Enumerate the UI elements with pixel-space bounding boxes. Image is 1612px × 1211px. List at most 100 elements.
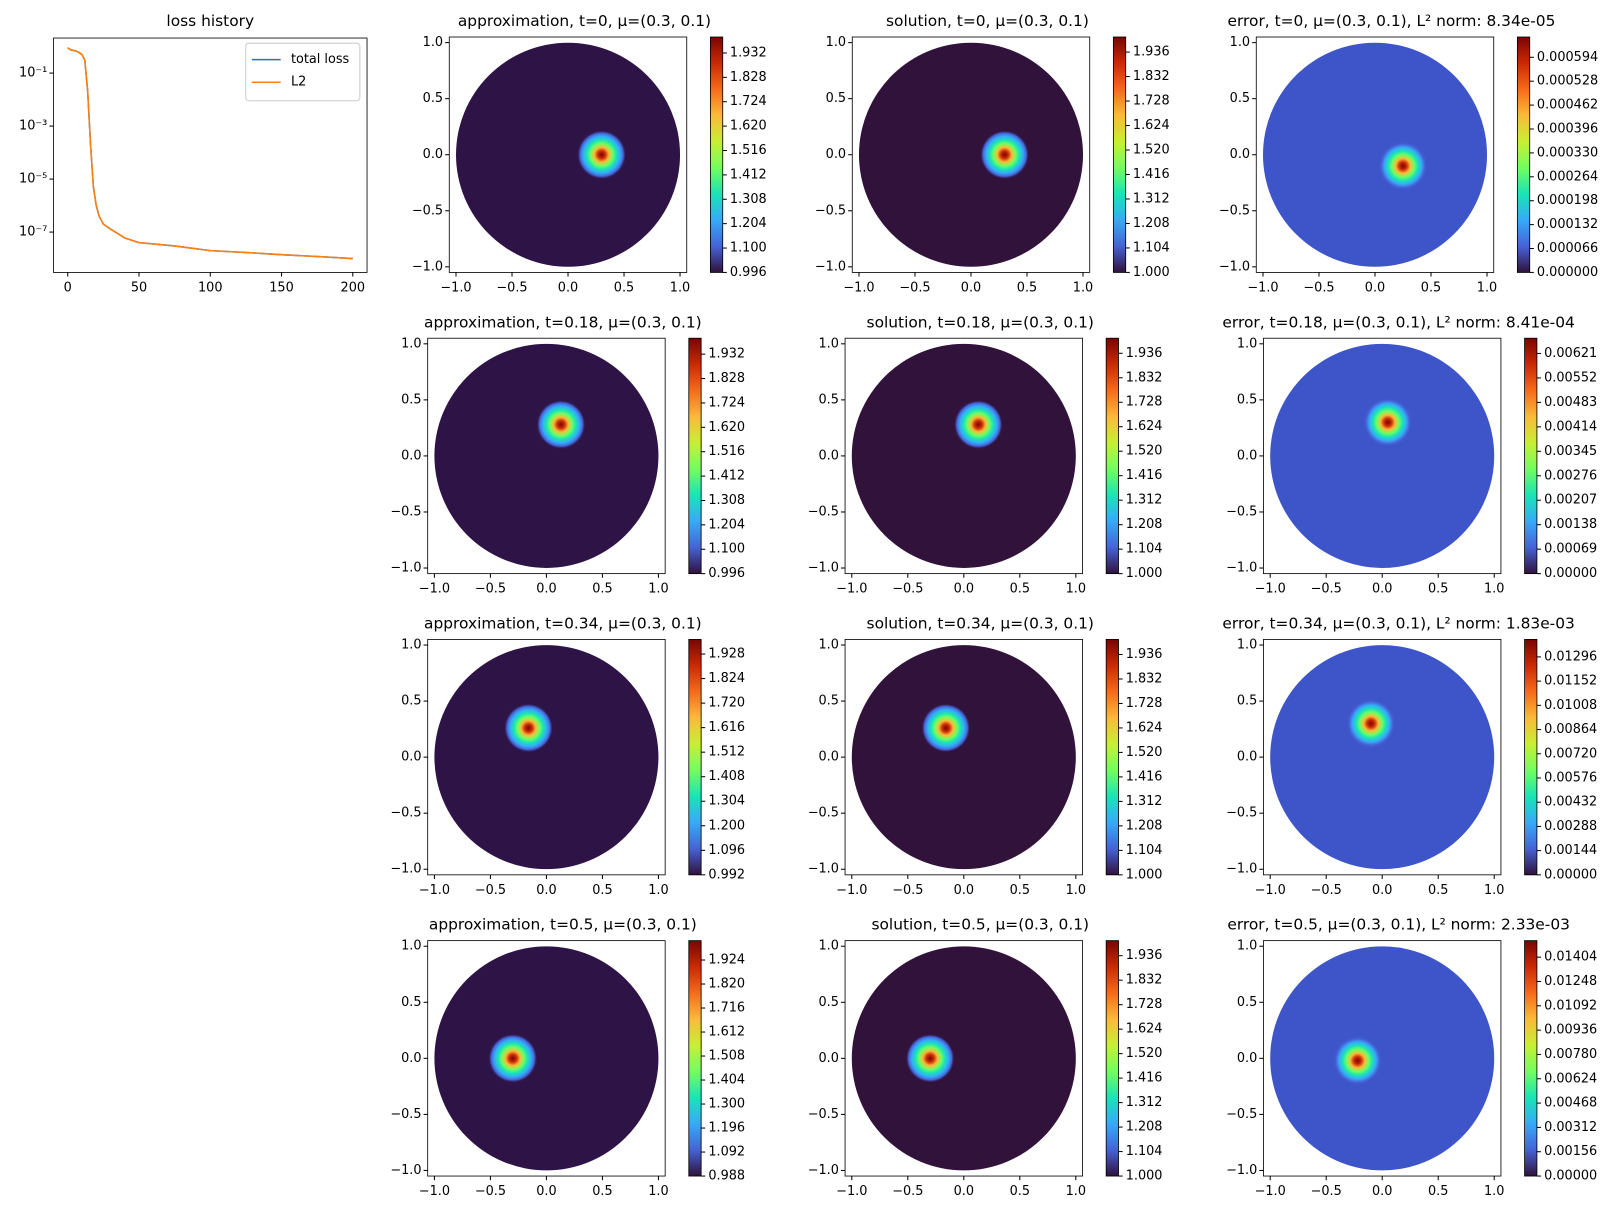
y-tick-label: 1.0 bbox=[401, 336, 421, 351]
field-peak bbox=[921, 703, 971, 753]
colorbar-tick-label: 1.404 bbox=[708, 1073, 745, 1088]
colorbar-tick-label: 1.200 bbox=[708, 818, 745, 833]
y-tick-label: 0.5 bbox=[826, 91, 846, 106]
domain-disc bbox=[1262, 42, 1488, 267]
colorbar-tick-label: 1.104 bbox=[1126, 542, 1163, 557]
y-tick-label: −1.0 bbox=[390, 862, 421, 877]
x-tick-label: −1.0 bbox=[419, 582, 450, 597]
x-tick-label: 1.0 bbox=[1484, 883, 1504, 898]
colorbar-tick-label: 1.508 bbox=[708, 1049, 745, 1064]
x-tick-label: 0.0 bbox=[1365, 280, 1385, 295]
x-tick-label: −1.0 bbox=[419, 883, 450, 898]
colorbar-tick-label: 0.992 bbox=[708, 867, 745, 882]
colorbar-tick-label: 1.624 bbox=[1126, 720, 1163, 735]
colorbar-tick-label: 0.01092 bbox=[1544, 998, 1597, 1013]
x-tick-label: 0.5 bbox=[1428, 582, 1448, 597]
y-tick-label: 0.0 bbox=[1237, 750, 1257, 765]
field-peak bbox=[905, 1033, 955, 1083]
x-tick-label: 1.0 bbox=[1484, 582, 1504, 597]
x-tick-label: −1.0 bbox=[1255, 883, 1286, 898]
x-tick-label: −0.5 bbox=[475, 1184, 506, 1199]
legend-label: L2 bbox=[291, 75, 306, 90]
x-tick-label: 1.0 bbox=[1066, 1184, 1086, 1199]
domain-disc bbox=[434, 343, 659, 568]
y-tick-label: 1.0 bbox=[826, 35, 846, 50]
colorbar-tick-label: 1.312 bbox=[1133, 191, 1170, 206]
colorbar-tick-label: 1.728 bbox=[1126, 696, 1163, 711]
x-tick-label: 0.5 bbox=[1010, 1184, 1030, 1199]
colorbar-tick-label: 1.932 bbox=[730, 45, 767, 60]
x-tick-label: −0.5 bbox=[899, 280, 930, 295]
colorbar-tick-label: 1.728 bbox=[1133, 94, 1170, 109]
panel-title: approximation, t=0.5, μ=(0.3, 0.1) bbox=[429, 916, 697, 934]
x-tick-label: 0.5 bbox=[614, 280, 634, 295]
field-peak bbox=[1363, 397, 1413, 447]
colorbar-tick-label: 0.00276 bbox=[1544, 468, 1597, 483]
colorbar-tick-label: 1.520 bbox=[1126, 1046, 1163, 1061]
x-tick-label: 1.0 bbox=[648, 883, 668, 898]
colorbar bbox=[1524, 337, 1538, 575]
y-tick-label: 1.0 bbox=[818, 939, 838, 954]
x-tick-label: 200 bbox=[341, 280, 366, 295]
y-tick-label: 1.0 bbox=[1237, 939, 1257, 954]
y-tick-label: 0.5 bbox=[818, 694, 838, 709]
domain-disc bbox=[1270, 645, 1495, 870]
colorbar-tick-label: 0.00864 bbox=[1544, 722, 1597, 737]
domain-disc bbox=[858, 42, 1084, 267]
colorbar-tick-label: 1.408 bbox=[708, 769, 745, 784]
colorbar-tick-label: 1.724 bbox=[708, 395, 745, 410]
colorbar-tick-label: 1.932 bbox=[708, 347, 745, 362]
y-tick-label: 10⁻³ bbox=[19, 119, 47, 134]
colorbar-tick-label: 1.304 bbox=[708, 794, 745, 809]
x-tick-label: 0.0 bbox=[954, 883, 974, 898]
domain-disc bbox=[1270, 343, 1495, 568]
colorbar-tick-label: 0.996 bbox=[708, 566, 745, 581]
x-tick-label: 1.0 bbox=[1484, 1184, 1504, 1199]
field-peak bbox=[1332, 1035, 1383, 1086]
colorbar-tick-label: 0.000330 bbox=[1537, 145, 1598, 160]
colorbar-tick-label: 0.00936 bbox=[1544, 1023, 1597, 1038]
x-tick-label: −0.5 bbox=[475, 883, 506, 898]
x-tick-label: −1.0 bbox=[836, 1184, 867, 1199]
colorbar-tick-label: 0.00468 bbox=[1544, 1096, 1597, 1111]
colorbar-tick-label: 0.00576 bbox=[1544, 770, 1597, 785]
legend-label: total loss bbox=[291, 52, 350, 67]
colorbar-tick-label: 1.512 bbox=[708, 745, 745, 760]
colorbar-tick-label: 1.412 bbox=[708, 469, 745, 484]
colorbar-tick-label: 1.312 bbox=[1126, 1095, 1163, 1110]
field-peak bbox=[979, 130, 1030, 180]
colorbar-tick-label: 1.416 bbox=[1126, 468, 1163, 483]
colorbar-tick-label: 0.00000 bbox=[1544, 867, 1597, 882]
x-tick-label: 0.0 bbox=[536, 883, 556, 898]
x-tick-label: −0.5 bbox=[892, 883, 923, 898]
colorbar-tick-label: 0.00069 bbox=[1544, 542, 1597, 557]
y-tick-label: −0.5 bbox=[808, 806, 839, 821]
colorbar-tick-label: 1.616 bbox=[708, 720, 745, 735]
colorbar-tick-label: 1.620 bbox=[708, 420, 745, 435]
colorbar-tick-label: 1.196 bbox=[708, 1121, 745, 1136]
y-tick-label: −0.5 bbox=[1226, 504, 1257, 519]
field-peak bbox=[503, 703, 554, 753]
colorbar-tick-label: 1.000 bbox=[1126, 1169, 1163, 1184]
colorbar-tick-label: 1.724 bbox=[730, 94, 767, 109]
colorbar-tick-label: 0.000462 bbox=[1537, 98, 1598, 113]
colorbar-tick-label: 1.000 bbox=[1126, 867, 1163, 882]
axes-frame bbox=[53, 37, 368, 273]
y-tick-label: 0.5 bbox=[1237, 392, 1257, 407]
colorbar bbox=[1105, 639, 1119, 876]
y-tick-label: 0.0 bbox=[826, 147, 846, 162]
colorbar-tick-label: 0.00288 bbox=[1544, 819, 1597, 834]
x-tick-label: −0.5 bbox=[1311, 582, 1342, 597]
colorbar-tick-label: 0.000000 bbox=[1537, 265, 1598, 280]
colorbar bbox=[1516, 36, 1531, 273]
colorbar-tick-label: 1.620 bbox=[730, 119, 767, 134]
x-tick-label: 0.5 bbox=[1010, 582, 1030, 597]
colorbar-tick-label: 1.828 bbox=[708, 371, 745, 386]
x-tick-label: −1.0 bbox=[419, 1184, 450, 1199]
colorbar-tick-label: 1.928 bbox=[708, 647, 745, 662]
y-tick-label: −1.0 bbox=[808, 1163, 839, 1178]
y-tick-label: −0.5 bbox=[808, 504, 839, 519]
colorbar-tick-label: 0.988 bbox=[708, 1169, 745, 1184]
panel-title: approximation, t=0.34, μ=(0.3, 0.1) bbox=[424, 615, 702, 633]
colorbar-tick-label: 1.624 bbox=[1126, 419, 1163, 434]
